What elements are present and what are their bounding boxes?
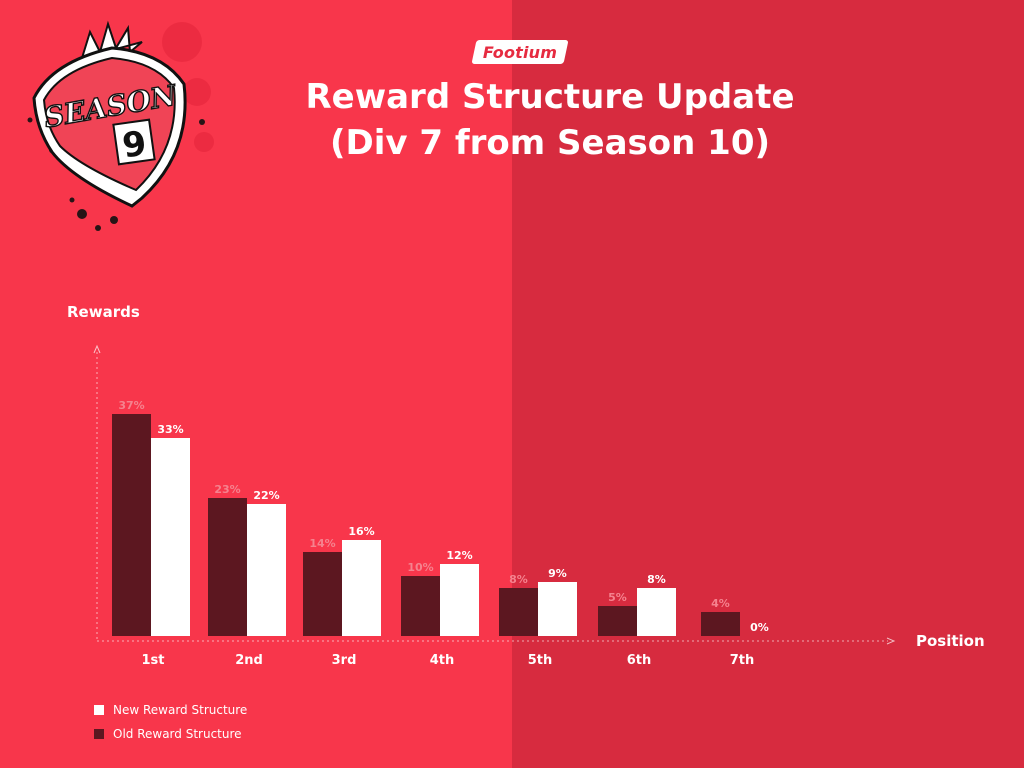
legend-new-label: New Reward Structure bbox=[113, 703, 248, 717]
data-label-new-7th: 0% bbox=[750, 621, 769, 634]
page-title: Reward Structure Update (Div 7 from Seas… bbox=[250, 74, 850, 166]
footium-logo: Footium bbox=[471, 40, 569, 64]
data-label-old-5th: 8% bbox=[509, 573, 528, 586]
x-tick-label-2nd: 2nd bbox=[235, 653, 263, 668]
x-axis-label: Position bbox=[916, 632, 985, 650]
bar-old-5th bbox=[499, 588, 538, 636]
bar-new-1st bbox=[151, 438, 190, 636]
season-badge: SEASON 9 bbox=[27, 20, 214, 231]
x-tick-label-5th: 5th bbox=[528, 653, 553, 668]
bar-old-7th bbox=[701, 612, 740, 636]
legend-old-swatch bbox=[94, 729, 104, 739]
legend-old-label: Old Reward Structure bbox=[113, 727, 242, 741]
x-tick-label-1st: 1st bbox=[142, 653, 165, 668]
x-tick-label-4th: 4th bbox=[430, 653, 455, 668]
bar-old-6th bbox=[598, 606, 637, 636]
bar-new-4th bbox=[440, 564, 479, 636]
bar-old-3rd bbox=[303, 552, 342, 636]
data-label-new-6th: 8% bbox=[647, 573, 666, 586]
bar-new-5th bbox=[538, 582, 577, 636]
data-label-old-7th: 4% bbox=[711, 597, 730, 610]
legend-new: New Reward Structure bbox=[94, 703, 247, 717]
data-label-new-5th: 9% bbox=[548, 567, 567, 580]
data-label-old-6th: 5% bbox=[608, 591, 627, 604]
bar-old-1st bbox=[112, 414, 151, 636]
bar-new-6th bbox=[637, 588, 676, 636]
footium-logo-text: Footium bbox=[482, 42, 558, 62]
x-tick-label-6th: 6th bbox=[627, 653, 652, 668]
data-label-old-3rd: 14% bbox=[309, 537, 335, 550]
data-label-new-2nd: 22% bbox=[253, 489, 279, 502]
title-line-1: Reward Structure Update bbox=[305, 77, 795, 117]
y-axis-arrow bbox=[93, 344, 101, 354]
bar-new-2nd bbox=[247, 504, 286, 636]
bar-old-4th bbox=[401, 576, 440, 636]
data-label-old-2nd: 23% bbox=[214, 483, 240, 496]
background-right bbox=[512, 0, 1024, 768]
x-axis-arrow bbox=[886, 637, 896, 645]
data-label-old-4th: 10% bbox=[407, 561, 433, 574]
bar-new-3rd bbox=[342, 540, 381, 636]
legend-new-swatch bbox=[94, 705, 104, 715]
title-line-2: (Div 7 from Season 10) bbox=[329, 123, 771, 163]
badge-number: 9 bbox=[120, 124, 149, 167]
data-label-new-4th: 12% bbox=[446, 549, 472, 562]
data-label-new-3rd: 16% bbox=[348, 525, 374, 538]
splash-shape bbox=[162, 22, 214, 152]
bar-old-2nd bbox=[208, 498, 247, 636]
data-label-old-1st: 37% bbox=[118, 399, 144, 412]
data-label-new-1st: 33% bbox=[157, 423, 183, 436]
x-tick-label-7th: 7th bbox=[730, 653, 755, 668]
x-tick-label-3rd: 3rd bbox=[332, 653, 357, 668]
legend-old: Old Reward Structure bbox=[94, 727, 242, 741]
y-axis-label: Rewards bbox=[67, 303, 140, 321]
